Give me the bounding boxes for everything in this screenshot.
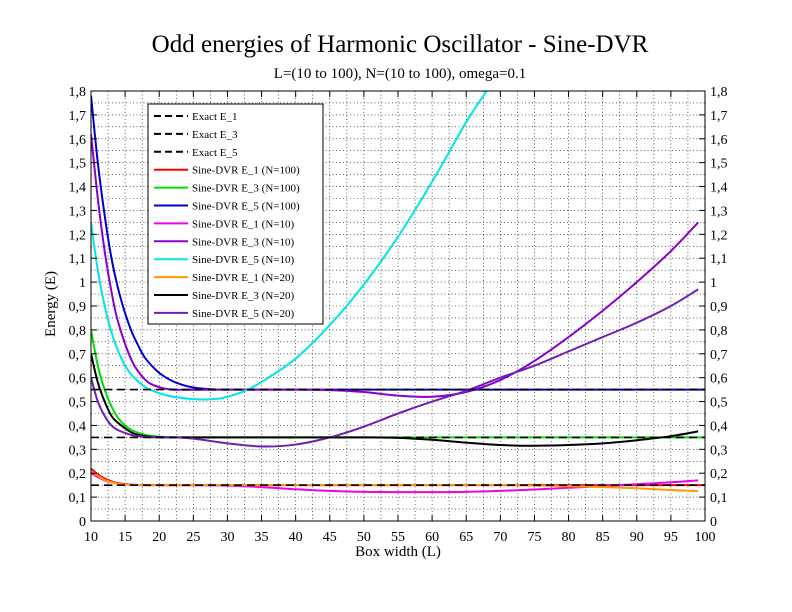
y-tick-label-left: 1,2 bbox=[69, 228, 87, 243]
x-tick-label: 15 bbox=[118, 530, 132, 545]
y-tick-label-right: 1 bbox=[710, 276, 717, 291]
series-line-sine-dvr-e-5-n-10 bbox=[91, 91, 488, 401]
y-tick-label-right: 0,4 bbox=[710, 419, 728, 434]
y-tick-label-right: 0,3 bbox=[710, 443, 728, 458]
x-tick-label: 85 bbox=[596, 530, 610, 545]
y-tick-label-right: 0,7 bbox=[710, 348, 728, 363]
y-tick-label-left: 0,3 bbox=[69, 443, 87, 458]
chart-title: Odd energies of Harmonic Oscillator - Si… bbox=[152, 31, 649, 58]
series-group bbox=[91, 91, 705, 494]
series-line-sine-dvr-e-3-n-10 bbox=[91, 133, 699, 398]
x-tick-label: 50 bbox=[357, 530, 371, 545]
y-tick-label-right: 1,4 bbox=[710, 181, 728, 196]
y-tick-label-left: 1 bbox=[79, 276, 86, 291]
x-tick-label: 45 bbox=[323, 530, 337, 545]
series-lines bbox=[91, 91, 705, 494]
x-tick-label: 70 bbox=[493, 530, 507, 545]
y-tick-label-left: 1,8 bbox=[69, 85, 87, 100]
x-tick-label: 75 bbox=[527, 530, 541, 545]
y-tick-label-left: 0,6 bbox=[69, 372, 87, 387]
x-tick-label: 10 bbox=[84, 530, 98, 545]
legend-label: Exact E_5 bbox=[192, 147, 238, 159]
legend: Exact E_1 Exact E_3 Exact E_5 Sine-DVR E_1 … bbox=[147, 103, 324, 325]
ticks bbox=[90, 90, 706, 522]
y-tick-label-left: 0,5 bbox=[69, 396, 87, 411]
y-tick-label-right: 0,5 bbox=[710, 396, 728, 411]
series-line-sine-dvr-e-5-n-20 bbox=[91, 288, 699, 448]
y-tick-label-left: 0,7 bbox=[69, 348, 87, 363]
legend-label: Sine-DVR E_1 (N=10) bbox=[192, 218, 294, 230]
x-tick-label: 95 bbox=[664, 530, 678, 545]
y-tick-label-right: 0 bbox=[710, 515, 717, 530]
legend-label: Exact E_3 bbox=[192, 129, 238, 141]
y-tick-label-right: 1,2 bbox=[710, 228, 728, 243]
y-tick-label-left: 0,1 bbox=[69, 491, 87, 506]
x-tick-label: 20 bbox=[152, 530, 166, 545]
y-tick-label-right: 1,8 bbox=[710, 85, 728, 100]
y-tick-label-right: 0,9 bbox=[710, 300, 728, 315]
y-tick-label-left: 0,2 bbox=[69, 467, 87, 482]
y-tick-label-left: 0,9 bbox=[69, 300, 87, 315]
legend-box bbox=[147, 103, 324, 325]
x-tick-label: 30 bbox=[220, 530, 234, 545]
y-tick-label-right: 1,7 bbox=[710, 109, 728, 124]
x-tick-label: 40 bbox=[289, 530, 303, 545]
legend-label: Exact E_1 bbox=[192, 111, 238, 123]
legend-label: Sine-DVR E_1 (N=20) bbox=[192, 272, 294, 284]
y-tick-label-left: 1,5 bbox=[69, 157, 87, 172]
y-tick-label-right: 1,5 bbox=[710, 157, 728, 172]
x-tick-label: 25 bbox=[186, 530, 200, 545]
y-tick-label-right: 1,3 bbox=[710, 204, 728, 219]
y-tick-label-right: 0,6 bbox=[710, 372, 728, 387]
legend-label: Sine-DVR E_3 (N=10) bbox=[192, 236, 294, 248]
x-tick-label: 60 bbox=[425, 530, 439, 545]
y-tick-label-left: 1,3 bbox=[69, 204, 87, 219]
y-tick-label-left: 0,4 bbox=[69, 419, 87, 434]
y-tick-label-right: 0,2 bbox=[710, 467, 728, 482]
x-tick-label: 80 bbox=[562, 530, 576, 545]
legend-label: Sine-DVR E_5 (N=100) bbox=[192, 201, 300, 213]
x-tick-label: 90 bbox=[630, 530, 644, 545]
legend-label: Sine-DVR E_5 (N=10) bbox=[192, 254, 294, 266]
legend-label: Sine-DVR E_3 (N=100) bbox=[192, 183, 300, 195]
series-line-sine-dvr-e-3-n-20 bbox=[91, 353, 699, 447]
y-tick-label-left: 1,1 bbox=[69, 252, 87, 267]
series-line-sine-dvr-e-3-n-100 bbox=[91, 329, 705, 439]
x-axis-label: Box width (L) bbox=[355, 544, 441, 560]
legend-label: Sine-DVR E_1 (N=100) bbox=[192, 165, 300, 177]
chart-subtitle: L=(10 to 100), N=(10 to 100), omega=0.1 bbox=[274, 66, 526, 82]
y-tick-label-right: 0,1 bbox=[710, 491, 728, 506]
tick-labels: 10 15 20 25 30 35 40 45 50 55 60 65 70 75 80 85 90 95 1000… bbox=[69, 85, 728, 545]
x-tick-label: 55 bbox=[391, 530, 405, 545]
x-tick-label: 35 bbox=[255, 530, 269, 545]
y-tick-label-left: 1,4 bbox=[69, 181, 87, 196]
y-tick-label-left: 0,8 bbox=[69, 324, 87, 339]
y-tick-label-right: 0,8 bbox=[710, 324, 728, 339]
y-axis-label: Energy (E) bbox=[43, 271, 59, 337]
series-line-sine-dvr-e-1-n-20 bbox=[91, 469, 699, 493]
legend-label: Sine-DVR E_5 (N=20) bbox=[192, 308, 294, 320]
x-tick-label: 100 bbox=[695, 530, 716, 545]
y-tick-label-right: 1,1 bbox=[710, 252, 728, 267]
series-line-sine-dvr-e-1-n-10 bbox=[91, 472, 699, 494]
y-tick-label-right: 1,6 bbox=[710, 133, 728, 148]
x-tick-label: 65 bbox=[459, 530, 473, 545]
y-tick-label-left: 0 bbox=[79, 515, 86, 530]
y-tick-label-left: 1,6 bbox=[69, 133, 87, 148]
legend-label: Sine-DVR E_3 (N=20) bbox=[192, 290, 294, 302]
y-tick-label-left: 1,7 bbox=[69, 109, 87, 124]
